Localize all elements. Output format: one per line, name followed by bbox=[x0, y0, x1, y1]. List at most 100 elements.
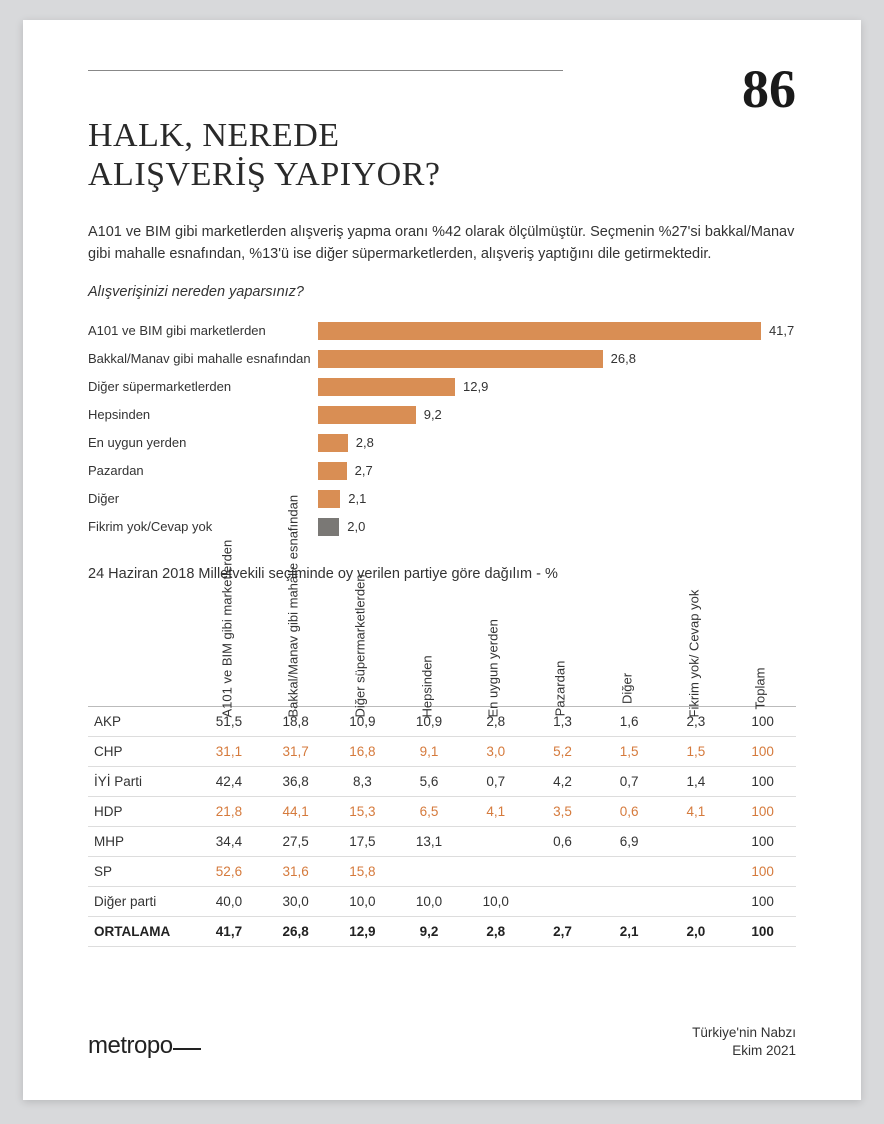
bar-track: 12,9 bbox=[318, 378, 796, 396]
table-cell: 100 bbox=[729, 917, 796, 947]
table-column-header: Diğer bbox=[596, 602, 663, 707]
logo: metropo bbox=[88, 1032, 201, 1060]
logo-text-prefix: metro bbox=[88, 1032, 147, 1059]
table-cell: 13,1 bbox=[396, 827, 463, 857]
table-cell bbox=[596, 857, 663, 887]
bar-label: A101 ve BIM gibi marketlerden bbox=[88, 323, 318, 338]
bar bbox=[318, 378, 455, 396]
bar-value: 12,9 bbox=[463, 379, 488, 394]
bar bbox=[318, 406, 416, 424]
page: 86 HALK, NEREDE ALIŞVERİŞ YAPIYOR? A101 … bbox=[23, 20, 861, 1100]
table-cell: 21,8 bbox=[196, 797, 263, 827]
table-cell: 36,8 bbox=[262, 767, 329, 797]
table-cell bbox=[529, 887, 596, 917]
intro-paragraph: A101 ve BIM gibi marketlerden alışveriş … bbox=[88, 222, 796, 266]
bar-row: Bakkal/Manav gibi mahalle esnafından 26,8 bbox=[88, 348, 796, 370]
table-row: ORTALAMA41,726,812,99,22,82,72,12,0100 bbox=[88, 917, 796, 947]
table-cell: 15,8 bbox=[329, 857, 396, 887]
table-cell: 15,3 bbox=[329, 797, 396, 827]
table-title: 24 Haziran 2018 Milletvekili seçiminde o… bbox=[88, 566, 796, 582]
table-cell: 100 bbox=[729, 887, 796, 917]
table-cell: 31,7 bbox=[262, 737, 329, 767]
table-column-header: En uygun yerden bbox=[462, 602, 529, 707]
bar-label: Bakkal/Manav gibi mahalle esnafından bbox=[88, 351, 318, 366]
table-cell: 0,7 bbox=[596, 767, 663, 797]
bar-label: Pazardan bbox=[88, 463, 318, 478]
bar-label: Diğer bbox=[88, 491, 318, 506]
table-cell: 9,2 bbox=[396, 917, 463, 947]
table-column-header: Diğer süpermarketlerden bbox=[329, 602, 396, 707]
table-cell: 31,6 bbox=[262, 857, 329, 887]
bar-label: Fikrim yok/Cevap yok bbox=[88, 519, 318, 534]
table-cell: 17,5 bbox=[329, 827, 396, 857]
table-cell: 9,1 bbox=[396, 737, 463, 767]
bar-row: Diğer süpermarketlerden 12,9 bbox=[88, 376, 796, 398]
table-cell: 100 bbox=[729, 767, 796, 797]
table-row-label: MHP bbox=[88, 827, 196, 857]
bar-track: 9,2 bbox=[318, 406, 796, 424]
table-row-label: ORTALAMA bbox=[88, 917, 196, 947]
footer-right: Türkiye'nin Nabzı Ekim 2021 bbox=[692, 1024, 796, 1060]
table-cell: 2,1 bbox=[596, 917, 663, 947]
table-cell bbox=[663, 887, 730, 917]
table-cell: 4,1 bbox=[462, 797, 529, 827]
table-cell: 10,0 bbox=[462, 887, 529, 917]
table-row: İYİ Parti42,436,88,35,60,74,20,71,4100 bbox=[88, 767, 796, 797]
bar-value: 2,8 bbox=[356, 435, 374, 450]
table-column-header: A101 ve BIM gibi marketlerden bbox=[196, 602, 263, 707]
bar-track: 2,1 bbox=[318, 490, 796, 508]
table-column-header: Bakkal/Manav gibi mahalle esnafından bbox=[262, 602, 329, 707]
table-cell: 1,5 bbox=[596, 737, 663, 767]
bar-track: 2,7 bbox=[318, 462, 796, 480]
bar-track: 2,8 bbox=[318, 434, 796, 452]
bar bbox=[318, 322, 761, 340]
table-cell: 16,8 bbox=[329, 737, 396, 767]
bar-label: Diğer süpermarketlerden bbox=[88, 379, 318, 394]
table-cell bbox=[462, 857, 529, 887]
table-cell: 40,0 bbox=[196, 887, 263, 917]
table-cell: 0,6 bbox=[529, 827, 596, 857]
table-cell: 100 bbox=[729, 737, 796, 767]
table-cell: 3,0 bbox=[462, 737, 529, 767]
table-cell bbox=[529, 857, 596, 887]
table-cell: 100 bbox=[729, 827, 796, 857]
table-cell bbox=[663, 827, 730, 857]
table-row-label: AKP bbox=[88, 707, 196, 737]
page-title: HALK, NEREDE ALIŞVERİŞ YAPIYOR? bbox=[88, 116, 796, 194]
table-corner bbox=[88, 602, 196, 707]
table-row-label: SP bbox=[88, 857, 196, 887]
footer: metropo Türkiye'nin Nabzı Ekim 2021 bbox=[88, 1024, 796, 1060]
table-cell bbox=[663, 857, 730, 887]
table-column-header: Hepsinden bbox=[396, 602, 463, 707]
bar-value: 2,0 bbox=[347, 519, 365, 534]
bar-row: Hepsinden9,2 bbox=[88, 404, 796, 426]
bar-row: Fikrim yok/Cevap yok 2,0 bbox=[88, 516, 796, 538]
bar-value: 9,2 bbox=[424, 407, 442, 422]
table-cell: 31,1 bbox=[196, 737, 263, 767]
bar-row: En uygun yerden2,8 bbox=[88, 432, 796, 454]
table-cell: 5,6 bbox=[396, 767, 463, 797]
bar bbox=[318, 350, 603, 368]
table-cell bbox=[396, 857, 463, 887]
table-cell: 12,9 bbox=[329, 917, 396, 947]
bar-value: 2,7 bbox=[355, 463, 373, 478]
table-cell: 8,3 bbox=[329, 767, 396, 797]
bar bbox=[318, 518, 339, 536]
table-cell: 2,8 bbox=[462, 917, 529, 947]
bar-value: 26,8 bbox=[611, 351, 636, 366]
table-row: CHP31,131,716,89,13,05,21,51,5100 bbox=[88, 737, 796, 767]
footer-date: Ekim 2021 bbox=[732, 1043, 796, 1058]
title-line-1: HALK, NEREDE bbox=[88, 117, 340, 154]
table-cell: 100 bbox=[729, 857, 796, 887]
bar-track: 2,0 bbox=[318, 518, 796, 536]
table-cell bbox=[596, 887, 663, 917]
table-cell: 0,6 bbox=[596, 797, 663, 827]
bar-row: A101 ve BIM gibi marketlerden41,7 bbox=[88, 320, 796, 342]
bar-chart: A101 ve BIM gibi marketlerden41,7 Bakkal/… bbox=[88, 320, 796, 538]
table-cell: 26,8 bbox=[262, 917, 329, 947]
bar-track: 26,8 bbox=[318, 350, 796, 368]
bar-value: 2,1 bbox=[348, 491, 366, 506]
bar-row: Pazardan 2,7 bbox=[88, 460, 796, 482]
table-row: SP52,631,615,8100 bbox=[88, 857, 796, 887]
party-breakdown-table: A101 ve BIM gibi marketlerdenBakkal/Mana… bbox=[88, 602, 796, 948]
